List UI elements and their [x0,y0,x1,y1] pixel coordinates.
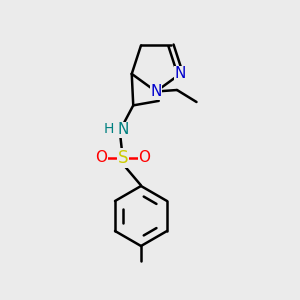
Text: S: S [118,149,128,167]
Text: O: O [138,150,150,165]
Text: N: N [118,122,129,137]
Text: N: N [175,66,186,81]
Text: H: H [104,122,114,136]
Text: N: N [150,84,162,99]
Text: O: O [95,150,107,165]
